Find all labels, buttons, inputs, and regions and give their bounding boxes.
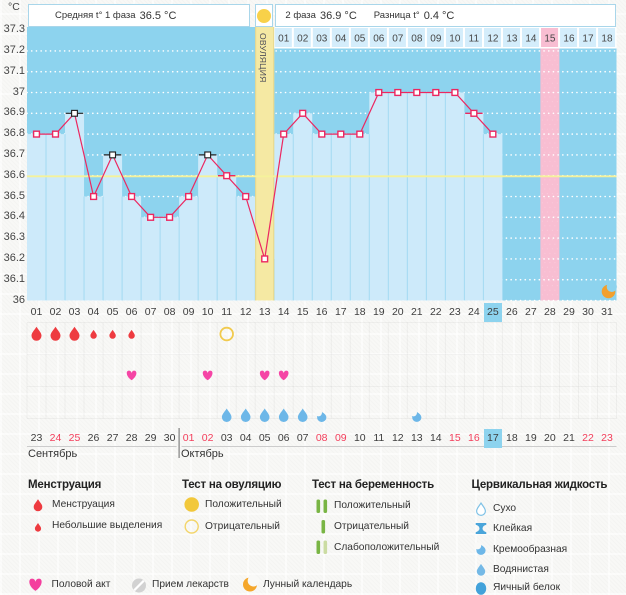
svg-text:05: 05 [354, 34, 366, 45]
svg-text:09: 09 [430, 34, 442, 45]
svg-text:01: 01 [278, 34, 290, 45]
svg-text:17: 17 [582, 34, 594, 45]
svg-text:10: 10 [449, 34, 461, 45]
svg-text:07: 07 [392, 34, 404, 45]
svg-text:11: 11 [469, 34, 480, 45]
svg-text:15: 15 [544, 34, 556, 45]
svg-text:18: 18 [601, 34, 613, 45]
svg-text:16: 16 [563, 34, 575, 45]
svg-text:04: 04 [335, 34, 347, 45]
svg-text:03: 03 [316, 34, 328, 45]
svg-text:02: 02 [297, 34, 309, 45]
svg-text:14: 14 [525, 34, 537, 45]
svg-text:08: 08 [411, 34, 423, 45]
svg-text:06: 06 [373, 34, 385, 45]
svg-text:13: 13 [506, 34, 518, 45]
svg-text:12: 12 [487, 34, 499, 45]
